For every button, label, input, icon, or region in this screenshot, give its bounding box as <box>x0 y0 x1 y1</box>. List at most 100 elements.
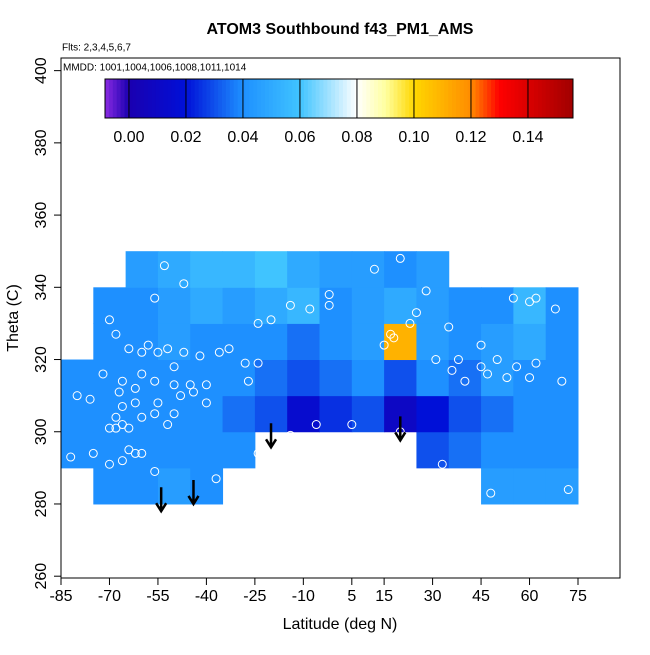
heat-cell <box>545 287 579 324</box>
arrow <box>264 423 278 450</box>
data-point <box>211 474 221 484</box>
heat-cell <box>93 431 127 469</box>
heat-cell <box>190 323 224 361</box>
heat-cell <box>125 323 159 361</box>
data-point <box>305 304 315 314</box>
colorbar-swatch <box>186 79 192 118</box>
colorbar-swatch <box>428 79 434 118</box>
data-point <box>117 456 127 466</box>
data-point <box>285 430 295 440</box>
colorbar-swatch <box>210 79 215 118</box>
heat-cell <box>416 287 450 324</box>
colorbar-swatch <box>495 79 500 118</box>
colorbar-swatch <box>346 79 352 118</box>
data-point <box>324 290 334 300</box>
y-tick-label: 320 <box>33 346 50 373</box>
colorbar-swatch <box>440 79 445 118</box>
data-point <box>525 373 535 383</box>
heat-cell <box>254 323 288 361</box>
heat-cell <box>125 287 159 324</box>
heat-cell <box>319 359 353 397</box>
colorbar-swatch <box>253 79 258 118</box>
y-tick-label: 340 <box>33 274 50 301</box>
colorbar-swatch <box>381 79 387 118</box>
colorbar-swatch <box>183 79 188 118</box>
heat-cell <box>287 251 320 288</box>
heat-cell <box>222 395 256 433</box>
colorbar-swatch <box>498 79 504 118</box>
heat-cell <box>190 251 224 288</box>
colorbar-swatch <box>225 79 231 118</box>
colorbar-swatch <box>147 79 153 118</box>
x-tick-label: 5 <box>347 588 356 605</box>
heat-cell <box>481 395 514 433</box>
colorbar-swatch <box>549 79 554 118</box>
heat-cell <box>351 359 385 397</box>
data-point <box>386 329 396 339</box>
heat-cell <box>157 287 191 324</box>
plot-frame <box>60 57 621 579</box>
colorbar-swatch <box>307 79 313 118</box>
x-tick-label: -40 <box>195 588 218 605</box>
data-point <box>163 344 173 354</box>
data-point <box>85 394 95 404</box>
colorbar-swatch <box>467 79 473 118</box>
data-point <box>243 376 253 386</box>
data-point <box>285 300 295 310</box>
data-point <box>150 376 160 386</box>
data-point <box>453 355 463 365</box>
colorbar-swatch <box>159 79 164 118</box>
data-point <box>253 358 263 368</box>
data-point <box>104 315 114 325</box>
x-tick-label: -10 <box>292 588 315 605</box>
heat-cell <box>190 359 224 397</box>
heat-cell <box>416 251 450 288</box>
data-point <box>130 398 140 408</box>
colorbar-swatch <box>132 79 137 118</box>
heat-cell <box>513 359 547 397</box>
heat-cell <box>93 467 127 505</box>
colorbar-swatch <box>350 79 356 118</box>
colorbar-swatch <box>280 79 285 118</box>
colorbar-swatch <box>553 79 558 118</box>
heat-cell <box>384 251 417 288</box>
x-tick-label: 60 <box>521 588 539 605</box>
heat-cell <box>416 431 450 469</box>
x-tick-label: 15 <box>375 588 393 605</box>
heat-cell <box>61 359 94 397</box>
heat-cell <box>545 467 579 505</box>
colorbar-swatch <box>448 79 453 118</box>
colorbar-swatch <box>463 79 469 118</box>
colorbar-swatch <box>417 79 422 118</box>
data-point <box>188 387 198 397</box>
data-point <box>98 369 108 379</box>
heat-cell <box>351 323 385 361</box>
data-point <box>266 315 276 325</box>
data-point <box>111 329 121 339</box>
data-point <box>508 293 518 303</box>
data-point <box>512 362 522 372</box>
colorbar-swatch <box>116 79 122 118</box>
colorbar-swatch <box>105 79 110 118</box>
x-tick-label: -85 <box>49 588 72 605</box>
colorbar-tick-label: 0.06 <box>284 129 315 146</box>
heat-cell <box>319 323 353 361</box>
colorbar-swatch <box>264 79 270 118</box>
colorbar-swatch <box>214 79 219 118</box>
data-point <box>117 376 127 386</box>
data-point <box>437 459 447 469</box>
colorbar-swatch <box>452 79 457 118</box>
colorbar-swatch <box>140 79 145 118</box>
x-axis-label: Latitude (deg N) <box>283 616 398 633</box>
heat-cell <box>545 395 579 433</box>
heat-cell <box>287 359 320 397</box>
colorbar-swatch <box>303 79 309 118</box>
colorbar-swatch <box>518 79 523 118</box>
data-point <box>130 448 140 458</box>
colorbar-swatch <box>167 79 172 118</box>
data-point <box>379 340 389 350</box>
data-point <box>253 448 263 458</box>
data-point <box>550 304 560 314</box>
heat-cell <box>222 251 256 288</box>
colorbar-swatch <box>366 79 371 118</box>
